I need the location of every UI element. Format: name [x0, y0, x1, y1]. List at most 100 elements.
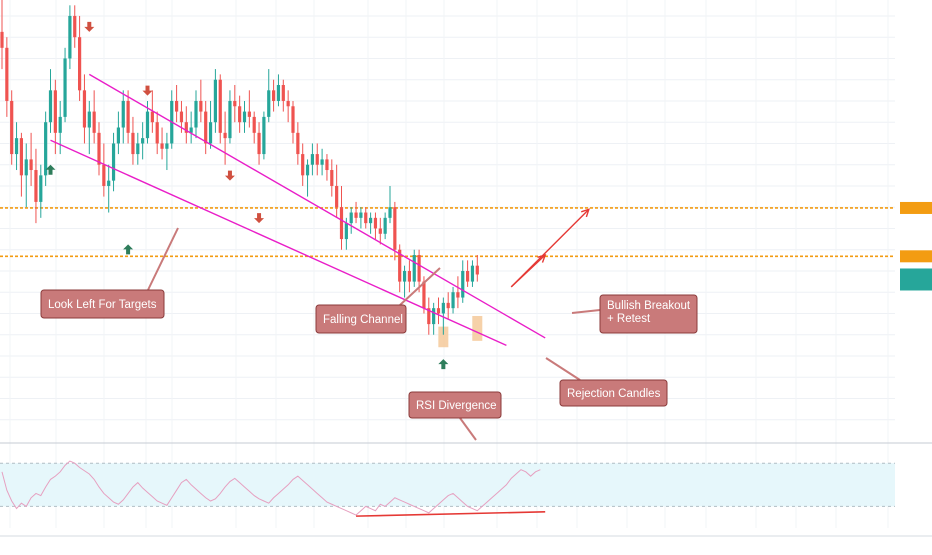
candle-body — [262, 116, 266, 155]
candle-body — [10, 100, 14, 155]
candle-body — [48, 90, 53, 123]
candle-body — [281, 85, 285, 101]
candle-body — [466, 270, 470, 282]
candle-body — [155, 122, 159, 144]
rsi-divergence-callout-pointer — [459, 417, 477, 441]
candle-body — [82, 90, 87, 128]
breakout-arrow-2-line — [510, 208, 590, 288]
candle-body — [276, 85, 281, 101]
candle-body — [58, 116, 62, 133]
candle-body — [116, 127, 120, 144]
candle-body — [238, 106, 242, 123]
candle-body — [5, 47, 9, 101]
candle-body — [194, 100, 198, 128]
candle-body — [301, 154, 305, 176]
rejection-candles-callout-box — [559, 379, 668, 407]
grid — [0, 0, 895, 528]
candle-body — [354, 212, 358, 218]
down-arrow-icon — [84, 21, 95, 32]
rejection-highlight — [472, 315, 483, 341]
candle-body — [126, 100, 130, 133]
falling-channel-callout-text: Falling Channel — [323, 314, 403, 326]
candle-body — [97, 132, 101, 165]
candle-body — [87, 111, 91, 128]
falling-channel-callout-box — [315, 304, 407, 334]
falling-channel — [50, 73, 590, 346]
candle-body — [451, 292, 455, 309]
down-arrow-icon — [254, 213, 265, 224]
look-left-callout-pointer — [147, 227, 179, 291]
candle-body — [432, 308, 436, 325]
look-left-callout-box — [40, 289, 165, 319]
candle-body — [369, 217, 373, 224]
candle-body — [388, 207, 392, 218]
candle-body — [427, 308, 431, 325]
candle-body — [335, 185, 339, 208]
up-arrow-icon — [45, 164, 56, 175]
candle-body — [213, 79, 217, 123]
channel-lower-line — [50, 139, 507, 346]
candle-body — [223, 132, 227, 139]
candle-body — [461, 270, 465, 298]
candle-body — [136, 143, 140, 155]
rsi-divergence-callout-text: RSI Divergence — [416, 400, 497, 412]
candle-body — [34, 170, 38, 202]
candle-body — [436, 308, 441, 314]
candle-body — [175, 100, 179, 112]
rejection-candles-callout-text: Rejection Candles — [567, 388, 661, 400]
falling-channel-callout-pointer — [399, 267, 441, 306]
down-arrow-icon — [224, 170, 235, 181]
price-level-tag — [900, 201, 932, 214]
candle-body — [179, 111, 184, 123]
up-arrow-icon — [123, 244, 134, 255]
bullish-breakout-callout-text: Bullish Breakout — [607, 300, 691, 312]
candle-body — [78, 37, 82, 91]
candle-body — [150, 111, 154, 123]
last-price-tag — [900, 268, 932, 291]
rejection-candles-callout-pointer — [545, 357, 581, 381]
candle-body — [470, 265, 475, 282]
candle-body — [320, 159, 324, 165]
candle-body — [373, 217, 378, 229]
price-axis — [900, 201, 932, 291]
bullish-breakout-callout-pointer — [571, 309, 601, 314]
candle-body — [339, 207, 344, 240]
candle-body — [53, 90, 57, 133]
candle-body — [252, 116, 256, 133]
candle-body — [189, 127, 193, 133]
candle-body — [402, 270, 407, 282]
candle-body — [111, 143, 116, 181]
callouts: Look Left For Targets Falling Channel Bull… — [40, 227, 698, 441]
candle-body — [247, 111, 251, 117]
price-levels — [0, 207, 895, 258]
candle-body — [383, 217, 387, 234]
candle-body — [412, 255, 416, 282]
candle-body — [422, 281, 426, 309]
rsi-band — [0, 463, 895, 507]
price-level-tag — [900, 250, 932, 263]
candle-body — [184, 122, 188, 133]
candle-body — [0, 31, 4, 48]
bullish-breakout-callout-text: + Retest — [607, 313, 651, 325]
candle-body — [131, 132, 135, 155]
channel-upper-line — [88, 73, 546, 339]
candle-body — [291, 106, 295, 133]
candle-body — [257, 132, 261, 155]
candle-body — [364, 212, 368, 224]
candle-body — [330, 170, 334, 186]
candle-body — [441, 302, 445, 314]
candle-body — [296, 132, 300, 155]
candle-body — [29, 159, 33, 171]
candle-body — [305, 164, 310, 176]
candle-body — [199, 100, 203, 112]
candle-body — [233, 100, 237, 107]
candle-body — [204, 111, 208, 144]
candle-body — [228, 100, 232, 139]
candle-body — [121, 100, 125, 128]
bullish-breakout-callout-box — [599, 294, 698, 334]
breakout-arrow-1-head — [537, 253, 547, 263]
candle-body — [73, 15, 77, 38]
candle-body — [407, 270, 411, 282]
